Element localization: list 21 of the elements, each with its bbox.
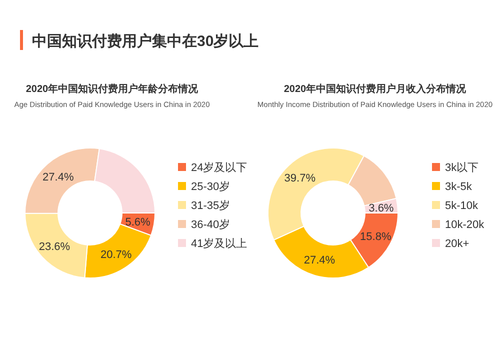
legend-label: 10k-20k bbox=[445, 219, 485, 231]
legend-label: 20k+ bbox=[445, 238, 470, 250]
chart-title: 2020年中国知识付费用户年龄分布情况 bbox=[26, 83, 200, 95]
data-label: 20.7% bbox=[100, 248, 132, 261]
legend-label: 3k-5k bbox=[445, 181, 472, 193]
legend-label: 5k-10k bbox=[445, 200, 479, 212]
legend-label: 24岁及以下 bbox=[191, 161, 248, 174]
data-label: 27.4% bbox=[304, 254, 336, 267]
legend-label: 31-35岁 bbox=[191, 200, 230, 212]
chart-title: 2020年中国知识付费用户月收入分布情况 bbox=[284, 83, 468, 95]
legend-label: 36-40岁 bbox=[191, 219, 230, 231]
data-label: 39.7% bbox=[284, 172, 316, 185]
data-label: 5.6% bbox=[125, 216, 151, 228]
data-label: 27.4% bbox=[42, 171, 74, 184]
legend-label: 41岁及以上 bbox=[191, 237, 248, 250]
data-label: 15.8% bbox=[360, 231, 392, 244]
text: 中国知识付费用户集中在30岁以上 bbox=[32, 32, 259, 50]
data-label: 3.6% bbox=[368, 202, 394, 215]
data-label: 23.6% bbox=[38, 240, 70, 253]
legend-label: 3k以下 bbox=[445, 161, 479, 174]
legend-label: 25-30岁 bbox=[191, 181, 230, 193]
